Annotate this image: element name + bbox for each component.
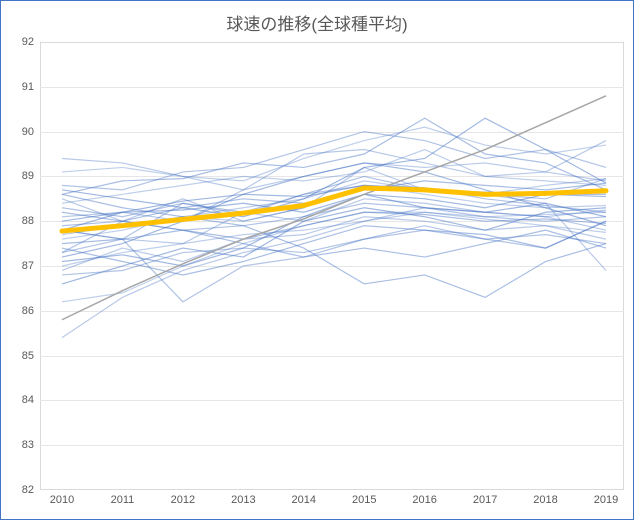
y-tick-label: 85 — [22, 350, 40, 362]
team-line — [62, 221, 606, 302]
chart-title: 球速の推移(全球種平均) — [0, 10, 634, 35]
y-tick-label: 82 — [22, 484, 40, 496]
y-tick-label: 91 — [22, 81, 40, 93]
plot-area: 8283848586878889909192201020112012201320… — [40, 42, 624, 490]
y-tick-label: 89 — [22, 170, 40, 182]
y-tick-label: 84 — [22, 394, 40, 406]
x-tick-label: 2011 — [111, 490, 135, 506]
x-tick-label: 2017 — [473, 490, 497, 506]
y-tick-label: 87 — [22, 260, 40, 272]
x-tick-label: 2015 — [352, 490, 376, 506]
plot-svg — [40, 42, 624, 490]
x-tick-label: 2010 — [50, 490, 74, 506]
chart-container: 球速の推移(全球種平均) 828384858687888990919220102… — [0, 0, 634, 520]
x-tick-label: 2012 — [171, 490, 195, 506]
y-tick-label: 88 — [22, 215, 40, 227]
y-tick-label: 92 — [22, 36, 40, 48]
y-tick-label: 90 — [22, 126, 40, 138]
x-tick-label: 2016 — [412, 490, 436, 506]
x-tick-label: 2013 — [231, 490, 255, 506]
x-tick-label: 2018 — [533, 490, 557, 506]
y-tick-label: 86 — [22, 305, 40, 317]
x-tick-label: 2019 — [594, 490, 618, 506]
y-tick-label: 83 — [22, 439, 40, 451]
team-line — [62, 127, 606, 181]
x-tick-label: 2014 — [292, 490, 316, 506]
